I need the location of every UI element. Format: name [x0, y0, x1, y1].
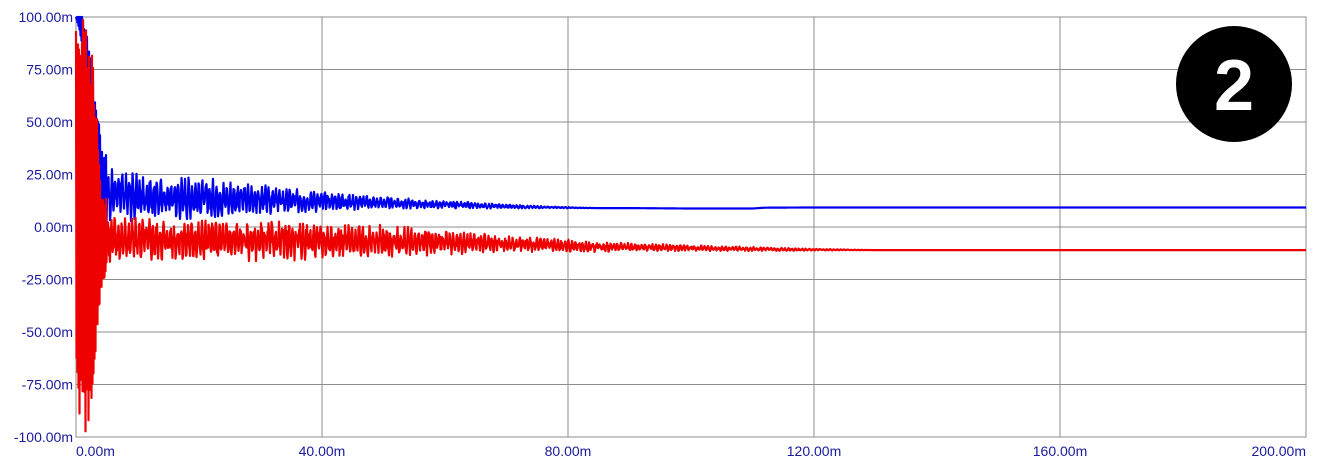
x-tick-label: 120.00m: [787, 443, 841, 459]
badge-circle: [1176, 26, 1292, 142]
badge-label: 2: [1214, 46, 1254, 126]
x-tick-label: 160.00m: [1033, 443, 1087, 459]
y-tick-label: 0.00m: [34, 219, 73, 235]
badge: 2: [1176, 26, 1292, 142]
series-line-1: [74, 15, 1307, 232]
x-tick-label: 40.00m: [299, 443, 346, 459]
y-tick-label: 50.00m: [26, 114, 73, 130]
y-tick-label: -75.00m: [22, 377, 73, 393]
gridlines: [75, 16, 1307, 438]
y-tick-label: 100.00m: [19, 9, 73, 25]
y-tick-label: -100.00m: [14, 429, 73, 445]
x-tick-label: 200.00m: [1252, 443, 1306, 459]
y-tick-label: 75.00m: [26, 62, 73, 78]
series-line-2: [74, 18, 1307, 433]
y-tick-label: -25.00m: [22, 272, 73, 288]
y-tick-label: 25.00m: [26, 167, 73, 183]
x-tick-label: 0.00m: [76, 443, 115, 459]
y-axis-ticks: 100.00m 75.00m 50.00m 25.00m 0.00m -25.00m -50…: [14, 9, 73, 445]
x-axis-ticks: 0.00m 40.00m 80.00m 120.00m 160.00m 200.00m: [76, 443, 1306, 459]
y-tick-label: -50.00m: [22, 324, 73, 340]
series-layer: [74, 15, 1307, 433]
x-tick-label: 80.00m: [545, 443, 592, 459]
